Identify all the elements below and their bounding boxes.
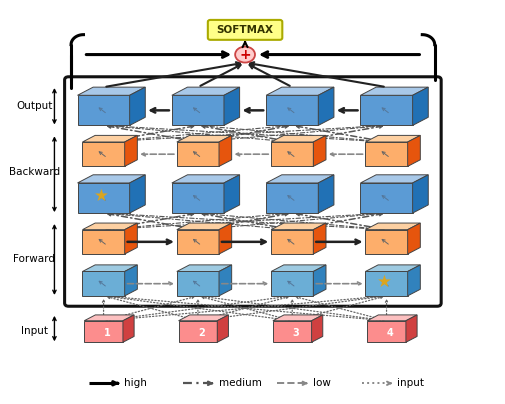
Polygon shape [219, 223, 231, 254]
Polygon shape [124, 265, 137, 296]
Polygon shape [266, 87, 333, 95]
Text: Forward: Forward [13, 254, 55, 264]
Polygon shape [367, 315, 416, 321]
Polygon shape [365, 223, 420, 229]
Polygon shape [313, 265, 325, 296]
Polygon shape [313, 135, 325, 166]
Polygon shape [318, 175, 333, 213]
Polygon shape [367, 321, 405, 342]
Polygon shape [360, 95, 412, 125]
Polygon shape [176, 142, 219, 166]
Text: ★: ★ [376, 273, 391, 291]
Polygon shape [360, 87, 427, 95]
Polygon shape [172, 175, 239, 183]
Polygon shape [84, 321, 123, 342]
Text: +: + [239, 48, 250, 61]
Polygon shape [407, 135, 420, 166]
Polygon shape [176, 265, 231, 271]
Polygon shape [172, 183, 224, 213]
Polygon shape [123, 315, 134, 342]
Polygon shape [176, 229, 219, 254]
Text: Output: Output [16, 101, 52, 112]
Polygon shape [318, 87, 333, 125]
Polygon shape [271, 135, 325, 142]
Polygon shape [77, 95, 129, 125]
Polygon shape [412, 175, 427, 213]
Text: medium: medium [218, 378, 261, 388]
Text: Backward: Backward [9, 167, 60, 177]
Polygon shape [365, 265, 420, 271]
Polygon shape [178, 321, 217, 342]
Polygon shape [82, 229, 124, 254]
Polygon shape [407, 223, 420, 254]
Polygon shape [176, 135, 231, 142]
Polygon shape [224, 87, 239, 125]
Text: SOFTMAX: SOFTMAX [216, 25, 273, 35]
Polygon shape [124, 135, 137, 166]
Polygon shape [266, 175, 333, 183]
Polygon shape [311, 315, 322, 342]
Polygon shape [271, 229, 313, 254]
Polygon shape [82, 265, 137, 271]
Polygon shape [124, 223, 137, 254]
Polygon shape [178, 315, 228, 321]
Circle shape [235, 46, 255, 63]
Text: low: low [313, 378, 330, 388]
Polygon shape [176, 271, 219, 296]
Polygon shape [82, 142, 124, 166]
Polygon shape [219, 135, 231, 166]
Polygon shape [77, 87, 145, 95]
Polygon shape [313, 223, 325, 254]
Polygon shape [271, 265, 325, 271]
Polygon shape [129, 87, 145, 125]
Polygon shape [271, 142, 313, 166]
FancyBboxPatch shape [208, 20, 282, 40]
Polygon shape [172, 95, 224, 125]
Polygon shape [272, 321, 311, 342]
Polygon shape [360, 183, 412, 213]
Text: high: high [124, 378, 147, 388]
Polygon shape [266, 95, 318, 125]
Polygon shape [84, 315, 134, 321]
Polygon shape [266, 183, 318, 213]
Polygon shape [219, 265, 231, 296]
Text: 4: 4 [386, 328, 392, 339]
Text: input: input [397, 378, 424, 388]
Polygon shape [77, 183, 129, 213]
Polygon shape [365, 142, 407, 166]
Polygon shape [272, 315, 322, 321]
Polygon shape [129, 175, 145, 213]
Polygon shape [172, 87, 239, 95]
Polygon shape [405, 315, 416, 342]
Polygon shape [360, 175, 427, 183]
Polygon shape [82, 135, 137, 142]
Text: 3: 3 [291, 328, 298, 339]
Polygon shape [77, 175, 145, 183]
Polygon shape [271, 223, 325, 229]
Polygon shape [82, 223, 137, 229]
Text: Input: Input [21, 326, 47, 337]
Text: 1: 1 [104, 328, 110, 339]
Polygon shape [407, 265, 420, 296]
Polygon shape [271, 271, 313, 296]
Polygon shape [176, 223, 231, 229]
Polygon shape [82, 271, 124, 296]
Polygon shape [365, 135, 420, 142]
Polygon shape [217, 315, 228, 342]
Text: ★: ★ [93, 187, 108, 205]
Polygon shape [412, 87, 427, 125]
Polygon shape [365, 271, 407, 296]
Text: 2: 2 [197, 328, 204, 339]
Polygon shape [224, 175, 239, 213]
Polygon shape [365, 229, 407, 254]
